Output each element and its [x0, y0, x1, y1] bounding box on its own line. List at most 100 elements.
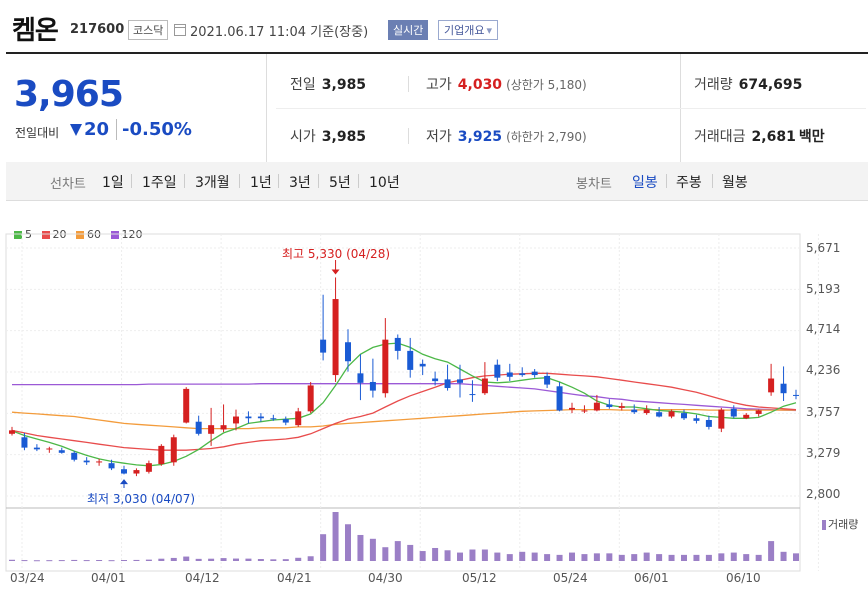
volume-bar [506, 554, 513, 561]
chevron-down-icon: ▾ [486, 24, 493, 37]
volume-bar [693, 554, 700, 561]
candle-body [394, 337, 401, 351]
volume-bar [444, 550, 451, 561]
volume-bar [21, 560, 28, 562]
down-arrow-icon [70, 124, 82, 136]
volume-bar [494, 552, 501, 561]
y-tick-label: 4,714 [806, 322, 841, 336]
volume-bar [369, 538, 376, 561]
volume-bar [96, 560, 103, 562]
y-tick-label: 3,279 [806, 446, 841, 460]
candle-option-daily[interactable]: 일봉 [632, 175, 658, 191]
candle-body [743, 414, 750, 419]
y-tick-label: 4,236 [806, 363, 841, 377]
candle-body [506, 372, 513, 377]
candle-body [270, 418, 277, 420]
volume-bar [133, 559, 140, 561]
volume-bar [730, 552, 737, 561]
ma5-line [11, 342, 797, 467]
volume-bar [195, 558, 202, 561]
min-price-label: 최저 3,030 (04/07) [87, 492, 196, 506]
candle-option-weekly[interactable]: 주봉 [676, 175, 702, 191]
volume-bar [382, 547, 389, 561]
volume-bar [519, 551, 526, 561]
period-option-5y[interactable]: 5년 [329, 175, 351, 191]
candle-body [46, 448, 53, 450]
price-summary: 3,965 전일대비 20 -0.50% 전일 3,985 고가 4,030 (상한가… [6, 52, 868, 164]
prev-close-value: 3,985 [321, 77, 367, 93]
candle-body [668, 411, 675, 417]
stock-name: 켐온 [12, 16, 59, 46]
volume-bar [394, 541, 401, 561]
divider [131, 174, 132, 188]
divider [712, 174, 713, 188]
candle-body [556, 386, 563, 411]
volume-bar [183, 556, 190, 561]
candle-chart-label: 봉차트 [576, 177, 612, 192]
volume-swatch [822, 520, 826, 530]
candle-body [730, 408, 737, 417]
volume-bar [755, 554, 762, 561]
candle-body [793, 394, 799, 396]
ma60-line [11, 408, 796, 430]
volume-bar [556, 554, 563, 561]
trade-value-unit: 백만 [798, 129, 825, 145]
volume-bar [220, 558, 227, 561]
period-option-1d[interactable]: 1일 [102, 175, 124, 191]
high-value: 4,030 [457, 77, 503, 93]
realtime-button[interactable]: 실시간 [388, 20, 429, 40]
candle-body [544, 375, 551, 385]
candle-body [780, 383, 787, 394]
volume-bar [33, 560, 40, 562]
volume-bar [121, 560, 127, 562]
open-price: 시가 3,985 [290, 126, 366, 146]
period-option-1y[interactable]: 1년 [250, 175, 272, 191]
price-chart[interactable] [0, 200, 868, 593]
candle-body [33, 447, 40, 450]
volume-bar [46, 560, 53, 562]
high-price: 고가 4,030 (상한가 5,180) [426, 74, 587, 94]
line-chart-label: 선차트 [50, 177, 86, 192]
datetime-suffix: 기준(장중) [310, 25, 369, 40]
divider [239, 174, 240, 188]
candle-body [295, 411, 302, 426]
market-tag: 코스닥 [128, 20, 169, 40]
low-label: 저가 [426, 129, 452, 145]
divider [666, 174, 667, 188]
candle-body [643, 409, 650, 414]
volume-bar [295, 557, 302, 561]
volume-bar [58, 560, 65, 562]
company-overview-button[interactable]: 기업개요 ▾ [438, 20, 499, 40]
volume-bar [606, 553, 613, 561]
period-option-3y[interactable]: 3년 [289, 175, 311, 191]
volume-bar [618, 554, 625, 561]
volume-bar [593, 553, 600, 561]
period-option-1w[interactable]: 1주일 [142, 175, 177, 191]
volume-bar [581, 554, 588, 561]
candle-body [407, 350, 414, 370]
candle-body [208, 425, 215, 434]
trade-value-label: 거래대금 [694, 129, 746, 145]
lower-limit: (하한가 2,790) [506, 130, 587, 144]
max-price-label: 최고 5,330 (04/28) [282, 247, 391, 261]
y-tick-label: 5,193 [806, 282, 841, 296]
candle-body [469, 394, 476, 396]
max-arrow-icon [331, 269, 340, 275]
candle-body [195, 421, 202, 434]
candle-body [83, 460, 90, 463]
candle-body [656, 412, 663, 417]
volume-bar [481, 549, 488, 561]
candle-body [494, 364, 501, 378]
candle-body [145, 463, 152, 472]
volume-bar [705, 554, 712, 561]
period-option-10y[interactable]: 10년 [369, 175, 400, 191]
x-tick-label: 04/30 [368, 571, 403, 585]
divider [408, 76, 409, 92]
trade-value: 거래대금 2,681 백만 [694, 126, 825, 146]
volume-bar [282, 559, 289, 561]
candle-body [233, 416, 239, 424]
high-label: 고가 [426, 77, 452, 93]
candle-option-monthly[interactable]: 월봉 [722, 175, 748, 191]
ma120-swatch [110, 231, 119, 239]
period-option-3m[interactable]: 3개월 [195, 175, 230, 191]
